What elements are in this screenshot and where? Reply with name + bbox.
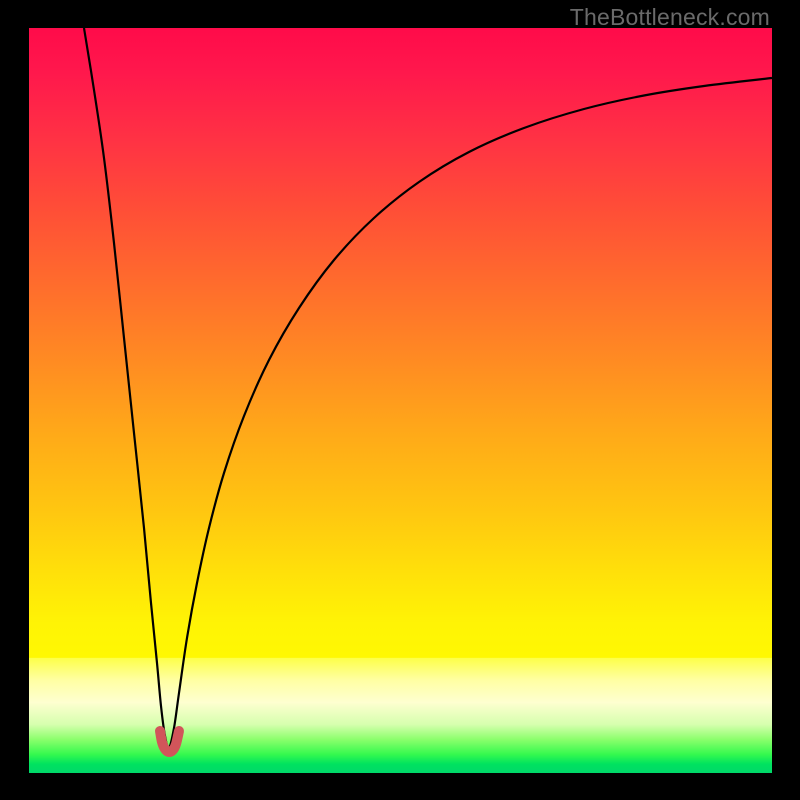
minimum-marker bbox=[160, 731, 179, 752]
watermark-text: TheBottleneck.com bbox=[570, 4, 770, 31]
plot-area bbox=[29, 28, 772, 773]
outer-frame: TheBottleneck.com bbox=[0, 0, 800, 800]
bottleneck-curve bbox=[84, 28, 772, 748]
curve-layer bbox=[29, 28, 772, 773]
